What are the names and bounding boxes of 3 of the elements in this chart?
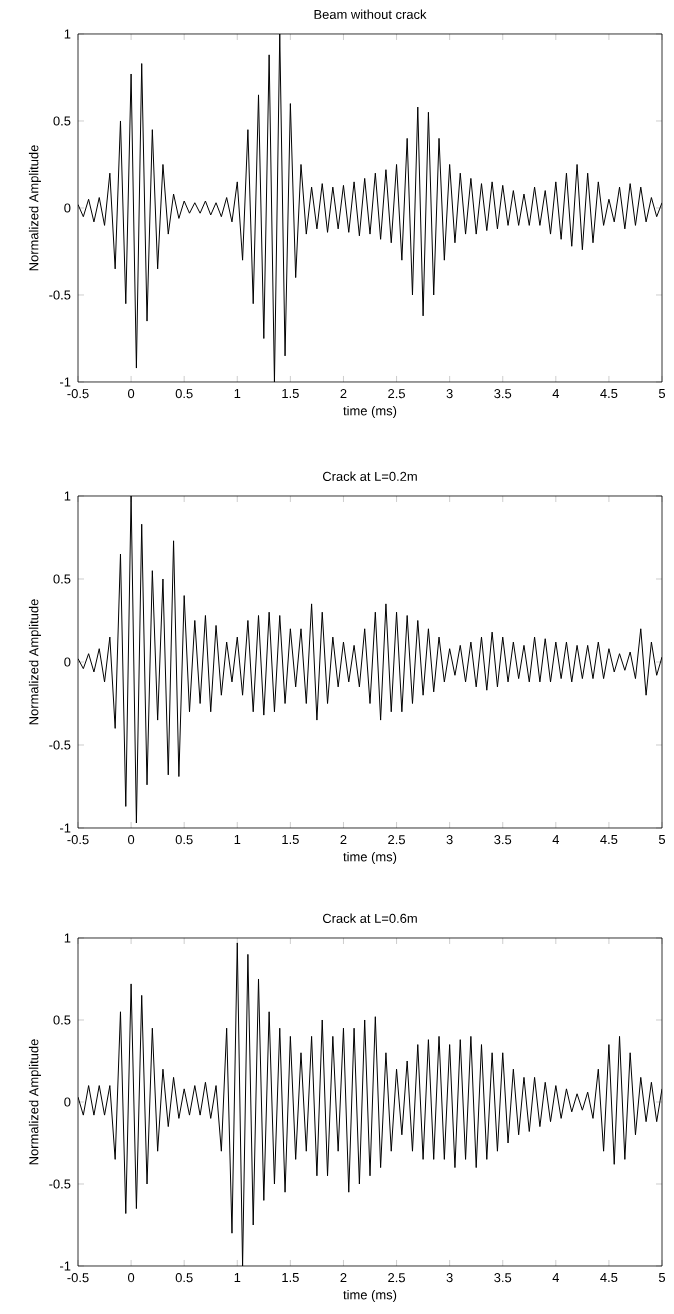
line-series: [78, 942, 663, 1266]
line-series: [78, 33, 663, 382]
line-series: [78, 495, 663, 824]
